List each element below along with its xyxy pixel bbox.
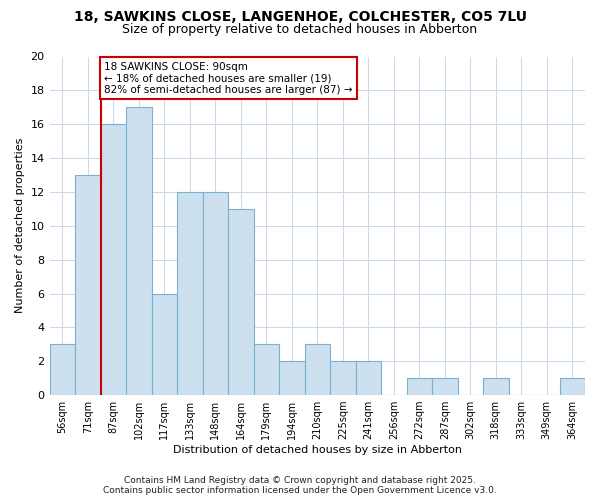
Bar <box>279 361 305 395</box>
Bar <box>356 361 381 395</box>
Bar <box>432 378 458 395</box>
Bar <box>228 209 254 395</box>
Bar <box>101 124 126 395</box>
Text: Contains HM Land Registry data © Crown copyright and database right 2025.
Contai: Contains HM Land Registry data © Crown c… <box>103 476 497 495</box>
Bar <box>305 344 330 395</box>
Bar <box>50 344 75 395</box>
Bar <box>483 378 509 395</box>
Bar <box>152 294 177 395</box>
X-axis label: Distribution of detached houses by size in Abberton: Distribution of detached houses by size … <box>173 445 462 455</box>
Bar <box>560 378 585 395</box>
Bar <box>330 361 356 395</box>
Text: 18, SAWKINS CLOSE, LANGENHOE, COLCHESTER, CO5 7LU: 18, SAWKINS CLOSE, LANGENHOE, COLCHESTER… <box>74 10 527 24</box>
Bar <box>177 192 203 395</box>
Bar <box>126 108 152 395</box>
Bar <box>75 175 101 395</box>
Bar <box>203 192 228 395</box>
Bar <box>254 344 279 395</box>
Y-axis label: Number of detached properties: Number of detached properties <box>15 138 25 314</box>
Text: Size of property relative to detached houses in Abberton: Size of property relative to detached ho… <box>122 22 478 36</box>
Bar <box>407 378 432 395</box>
Text: 18 SAWKINS CLOSE: 90sqm
← 18% of detached houses are smaller (19)
82% of semi-de: 18 SAWKINS CLOSE: 90sqm ← 18% of detache… <box>104 62 353 95</box>
